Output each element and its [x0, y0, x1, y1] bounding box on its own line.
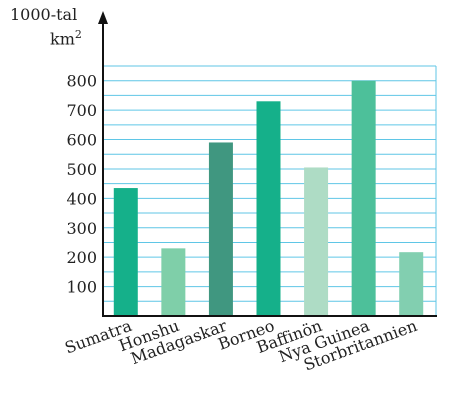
y-axis-unit-exponent: 2 — [74, 28, 82, 41]
bar-madagaskar — [208, 142, 233, 316]
y-axis-arrow-icon — [98, 11, 108, 24]
y-axis-label-line1: 1000-tal — [10, 5, 78, 24]
y-axis-unit: km2 — [50, 26, 82, 48]
y-tick-label: 700 — [66, 101, 97, 120]
bar-nya-guinea — [351, 80, 376, 317]
y-tick-label: 400 — [66, 189, 97, 208]
y-tick-label: 200 — [66, 248, 97, 267]
bar-baffinön — [304, 167, 329, 316]
y-tick-label: 600 — [66, 131, 97, 150]
bar-sumatra — [113, 188, 138, 316]
bar-honshu — [161, 248, 186, 316]
y-axis-label: 1000-tal — [10, 6, 77, 24]
y-tick-label: 800 — [66, 72, 97, 91]
y-tick-label: 300 — [66, 219, 97, 238]
y-axis-unit-text: km — [50, 29, 75, 49]
y-tick-label: 100 — [66, 278, 97, 297]
y-tick-label: 500 — [66, 160, 97, 179]
bar-storbritannien — [399, 252, 424, 316]
bar-borneo — [256, 101, 281, 316]
